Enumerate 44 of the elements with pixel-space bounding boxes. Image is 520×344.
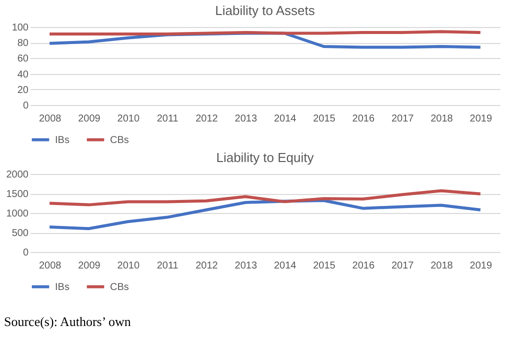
x-tick-label: 2019 <box>470 114 492 124</box>
x-tick-label: 2018 <box>430 114 454 124</box>
chart-title: Liability to Equity <box>216 150 314 165</box>
x-tick-label: 2015 <box>313 260 336 272</box>
y-tick-label: 100 <box>12 22 29 34</box>
x-tick-label: 2008 <box>38 114 62 124</box>
y-tick-label: 80 <box>17 38 29 50</box>
y-tick-label: 60 <box>17 54 29 65</box>
x-tick-label: 2016 <box>352 114 375 124</box>
legend-label: CBs <box>110 134 129 146</box>
x-tick-label: 2013 <box>234 260 258 272</box>
x-tick-label: 2016 <box>352 260 375 272</box>
line-series <box>48 199 482 230</box>
x-tick-label: 2012 <box>196 114 218 124</box>
x-tick-label: 2010 <box>117 114 140 124</box>
y-tick-label: 20 <box>17 84 29 96</box>
x-tick-label: 2013 <box>234 114 258 124</box>
x-tick-label: 2010 <box>117 260 140 272</box>
y-tick-label: 1000 <box>6 208 29 220</box>
x-tick-label: 2008 <box>38 260 62 272</box>
y-tick-label: 0 <box>22 100 29 112</box>
x-tick-label: 2011 <box>156 114 179 124</box>
y-tick-label: 500 <box>12 228 29 239</box>
legend-label: IBs <box>55 134 70 146</box>
x-tick-label: 2015 <box>313 114 336 124</box>
x-tick-label: 2018 <box>430 260 454 272</box>
y-tick-label: 1500 <box>6 189 29 200</box>
x-tick-label: 2012 <box>196 260 218 272</box>
source-note: Source(s): Authors’ own <box>4 314 132 330</box>
legend-label: IBs <box>55 282 70 293</box>
x-tick-label: 2011 <box>156 260 179 272</box>
x-tick-label: 2019 <box>470 260 492 272</box>
x-tick-label: 2014 <box>274 260 297 272</box>
chart-title: Liability to Assets <box>215 3 316 18</box>
y-tick-label: 0 <box>22 248 29 258</box>
x-tick-label: 2009 <box>78 260 101 272</box>
legend-label: CBs <box>110 282 129 293</box>
x-tick-label: 2017 <box>391 114 414 124</box>
y-tick-label: 2000 <box>6 170 29 180</box>
y-tick-label: 40 <box>17 69 29 80</box>
x-tick-label: 2009 <box>78 114 101 124</box>
x-tick-label: 2017 <box>391 260 414 272</box>
line-series <box>48 189 482 206</box>
x-tick-label: 2014 <box>274 114 297 124</box>
